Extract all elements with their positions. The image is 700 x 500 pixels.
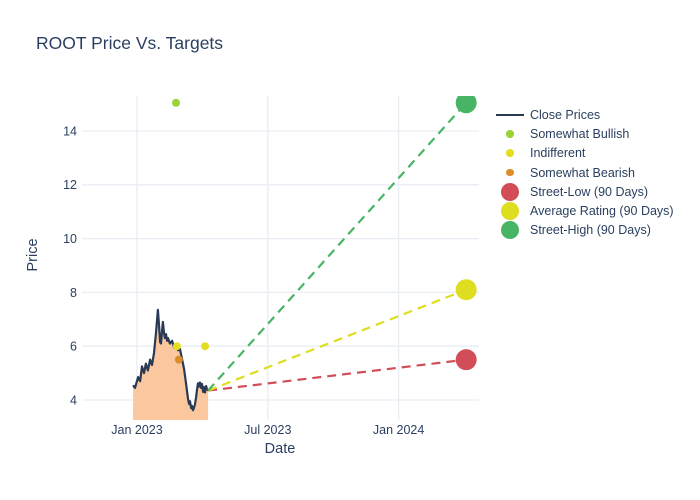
x-axis-title: Date xyxy=(264,441,296,457)
target-marker-street-high xyxy=(455,96,477,114)
legend-item-label: Somewhat Bearish xyxy=(530,165,635,180)
y-axis-tick-label: 14 xyxy=(63,124,77,138)
chart-title: ROOT Price Vs. Targets xyxy=(36,33,224,53)
sentiment-marker-somewhat-bullish xyxy=(172,98,181,107)
y-axis-tick-label: 6 xyxy=(70,340,77,354)
legend-item-label: Close Prices xyxy=(530,107,601,122)
close-prices-area xyxy=(133,309,209,420)
sentiment-marker-somewhat-bearish xyxy=(174,355,183,364)
legend-item-label: Average Rating (90 Days) xyxy=(530,204,674,219)
target-trend-line-street-high xyxy=(207,102,467,392)
legend: Close Prices Somewhat Bullish Indifferen… xyxy=(495,105,674,240)
legend-item-street-low[interactable]: Street-Low (90 Days) xyxy=(495,182,674,201)
street-high-dot-icon xyxy=(495,221,525,240)
legend-item-label: Street-High (90 Days) xyxy=(530,223,651,238)
y-axis-tick-label: 4 xyxy=(70,393,77,407)
average-rating-dot-icon xyxy=(495,202,525,221)
sentiment-marker-indifferent xyxy=(201,342,210,351)
x-axis-tick-label: Jul 2023 xyxy=(244,423,291,437)
y-axis-title: Price xyxy=(25,238,41,272)
somewhat-bearish-dot-icon xyxy=(495,168,525,177)
x-axis-tick-label: Jan 2023 xyxy=(111,423,162,437)
legend-item-somewhat-bullish[interactable]: Somewhat Bullish xyxy=(495,124,674,143)
y-axis-tick-label: 12 xyxy=(63,178,77,192)
legend-item-indifferent[interactable]: Indifferent xyxy=(495,144,674,163)
legend-item-average-rating[interactable]: Average Rating (90 Days) xyxy=(495,201,674,221)
target-marker-street-low xyxy=(455,349,477,371)
legend-item-label: Somewhat Bullish xyxy=(530,126,630,141)
somewhat-bullish-dot-icon xyxy=(495,130,525,138)
legend-item-close-prices[interactable]: Close Prices xyxy=(495,105,674,124)
legend-item-label: Street-Low (90 Days) xyxy=(530,184,649,199)
street-low-dot-icon xyxy=(495,182,525,201)
sentiment-marker-indifferent xyxy=(172,342,181,351)
target-trend-line-street-low xyxy=(207,358,467,392)
indifferent-dot-icon xyxy=(495,149,525,157)
y-axis-tick-label: 8 xyxy=(70,286,77,300)
y-axis-tick-label: 10 xyxy=(63,232,77,246)
target-marker-average-rating xyxy=(455,279,477,301)
target-trend-line-average-rating xyxy=(207,288,467,392)
legend-item-street-high[interactable]: Street-High (90 Days) xyxy=(495,221,674,240)
legend-item-somewhat-bearish[interactable]: Somewhat Bearish xyxy=(495,163,674,182)
legend-item-label: Indifferent xyxy=(530,146,586,161)
x-axis-tick-label: Jan 2024 xyxy=(373,423,424,437)
close-prices-line-swatch xyxy=(495,113,525,116)
